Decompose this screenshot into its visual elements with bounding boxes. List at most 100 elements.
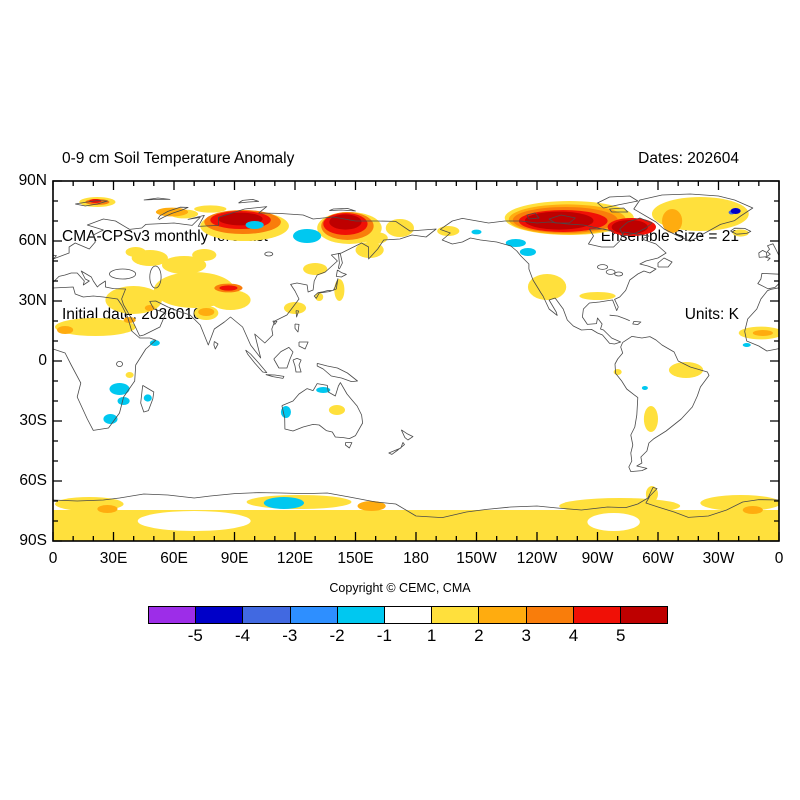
coastline	[744, 287, 779, 352]
coastline	[265, 374, 285, 379]
anomaly-patch	[334, 279, 345, 301]
lat-tick-label: 60S	[19, 472, 47, 489]
coastline	[597, 195, 639, 209]
coastline	[143, 197, 171, 201]
coastline	[272, 320, 278, 325]
anomaly-patch	[524, 211, 594, 230]
anomaly-patch	[643, 406, 658, 432]
coastline	[298, 341, 309, 350]
lon-tick-label: 90E	[220, 550, 249, 567]
anomaly-patch	[245, 221, 264, 229]
colorbar-tick-label: -1	[376, 626, 392, 645]
lat-tick-label: 60N	[18, 232, 47, 249]
anomaly-patch	[742, 343, 751, 347]
colorbar-cell	[384, 607, 433, 623]
coastline	[609, 207, 629, 213]
coastline	[313, 278, 339, 299]
coastline	[53, 206, 437, 359]
anomaly-patch	[109, 383, 130, 395]
colorbar-tick-label: 2	[474, 626, 484, 645]
chart-dates: Dates: 202604	[638, 150, 739, 167]
anomaly-patch	[355, 242, 384, 258]
anomaly-patch	[149, 340, 160, 346]
coastline	[439, 218, 667, 345]
coastline	[614, 336, 710, 472]
lat-tick-label: 0	[38, 352, 47, 369]
lon-tick-label: 30E	[99, 550, 128, 567]
lake-outline	[116, 360, 123, 367]
colorbar-tick-label: -4	[234, 626, 251, 645]
anomaly-patch	[611, 220, 648, 234]
coastline	[53, 286, 157, 431]
colorbar-cell	[243, 607, 291, 623]
copyright-text: Copyright © CEMC, CMA	[329, 581, 471, 595]
coastline	[548, 214, 576, 224]
anomaly-patch	[192, 249, 217, 261]
coastline	[335, 269, 347, 278]
colorbar-cell	[573, 607, 621, 623]
coastline	[757, 273, 779, 290]
lat-tick-label: 30N	[18, 292, 47, 309]
lake-outline	[605, 269, 616, 275]
colorbar-cell	[620, 607, 668, 623]
coastline	[632, 321, 642, 325]
anomaly-patch	[363, 232, 388, 244]
lat-tick-label: 90N	[18, 172, 47, 189]
lon-tick-label: 0	[774, 550, 784, 567]
anomaly-patch	[97, 505, 118, 513]
anomaly-patch	[315, 293, 324, 301]
anomaly-patch	[137, 511, 251, 531]
anomaly-patch	[280, 406, 291, 418]
coastline	[292, 358, 302, 373]
anomaly-patch	[668, 362, 704, 378]
anomaly-patch	[55, 318, 136, 336]
anomaly-patch	[579, 292, 616, 300]
lat-tick-label: 30S	[19, 412, 47, 429]
anomaly-patch	[559, 498, 681, 514]
colorbar-cell	[526, 607, 574, 623]
anomaly-patch	[437, 226, 460, 236]
anomaly-patch	[732, 229, 749, 237]
anomaly-patch	[263, 497, 305, 509]
coastline	[619, 217, 653, 237]
anomaly-patch	[155, 207, 189, 217]
anomaly-patch	[57, 326, 74, 334]
colorbar-tick-label: 3	[521, 626, 531, 645]
lake-outline	[614, 271, 624, 277]
colorbar-cell	[149, 607, 197, 623]
anomaly-patch	[117, 397, 130, 405]
lake-outline	[597, 264, 608, 270]
anomaly-patch	[519, 248, 536, 256]
lake-outline	[109, 268, 137, 280]
colorbar-tick-label: 1	[426, 626, 437, 645]
anomaly-patch	[210, 290, 251, 310]
coastline	[295, 310, 299, 318]
lon-tick-label: 120E	[276, 550, 314, 567]
lon-tick-label: 150E	[337, 550, 374, 567]
anomaly-patch	[143, 394, 152, 402]
colorbar-cell	[196, 607, 244, 623]
lon-tick-label: 90W	[581, 550, 614, 567]
colorbar-tick-label: 4	[568, 626, 579, 645]
coastline	[633, 193, 754, 242]
axis-ticks	[52, 180, 780, 542]
coastline	[53, 487, 779, 518]
coastline	[388, 442, 405, 455]
coastline	[345, 442, 353, 449]
anomaly-patch	[730, 208, 741, 214]
anomaly-patch	[329, 214, 362, 230]
coastline	[338, 253, 343, 270]
coastline	[213, 341, 219, 350]
map-frame	[52, 180, 780, 542]
anomaly-patch	[742, 506, 763, 514]
colorbar	[148, 606, 668, 624]
anomaly-patch	[641, 386, 648, 390]
anomaly-patch	[316, 387, 331, 393]
lon-tick-label: 0	[48, 550, 58, 567]
coastline	[53, 254, 57, 259]
coastline	[316, 363, 358, 382]
lon-tick-label: 60E	[160, 550, 188, 567]
lake-outline	[149, 265, 162, 289]
coastline	[400, 429, 414, 441]
